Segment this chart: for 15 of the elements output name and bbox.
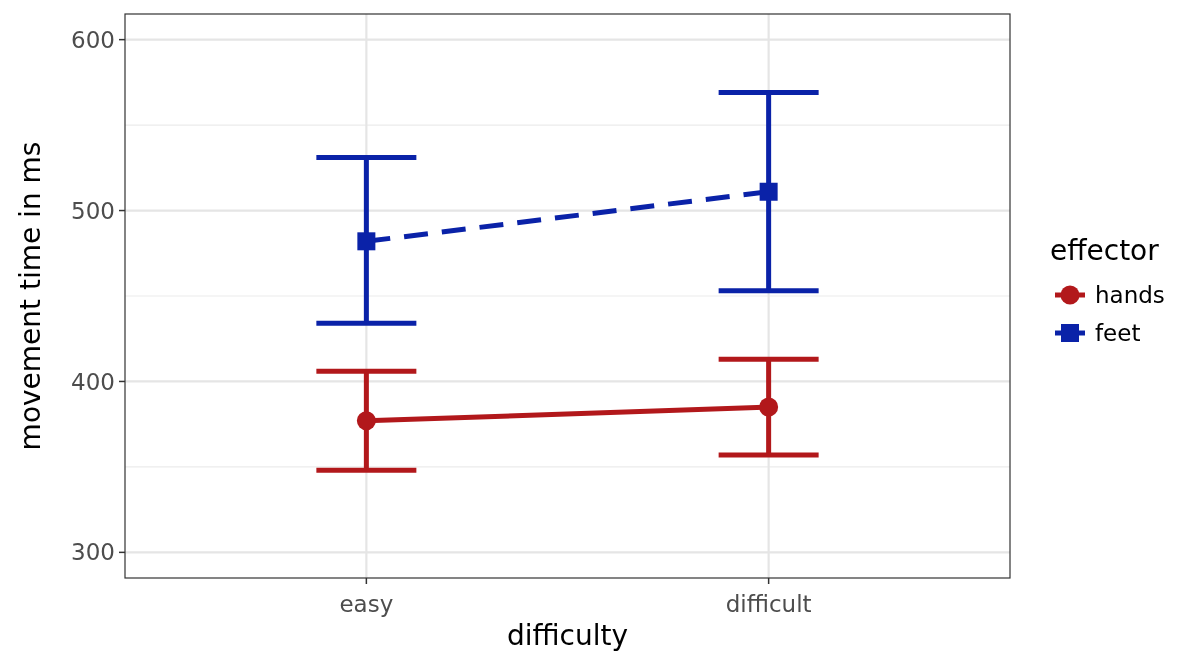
point bbox=[356, 411, 376, 431]
y-axis-title: movement time in ms bbox=[14, 141, 47, 451]
y-tick-label: 400 bbox=[71, 368, 115, 395]
y-tick-label: 500 bbox=[71, 197, 115, 224]
legend-title: effector bbox=[1050, 234, 1160, 267]
legend-label: feet bbox=[1095, 320, 1141, 347]
y-tick-label: 600 bbox=[71, 26, 115, 53]
x-axis-title: difficulty bbox=[506, 619, 629, 652]
point bbox=[759, 182, 778, 201]
x-tick-label: difficult bbox=[725, 591, 812, 617]
point bbox=[357, 232, 376, 251]
y-tick-label: 300 bbox=[71, 539, 115, 566]
x-tick-label: easy bbox=[339, 591, 394, 617]
point bbox=[759, 397, 779, 417]
legend-label: hands bbox=[1095, 282, 1165, 309]
